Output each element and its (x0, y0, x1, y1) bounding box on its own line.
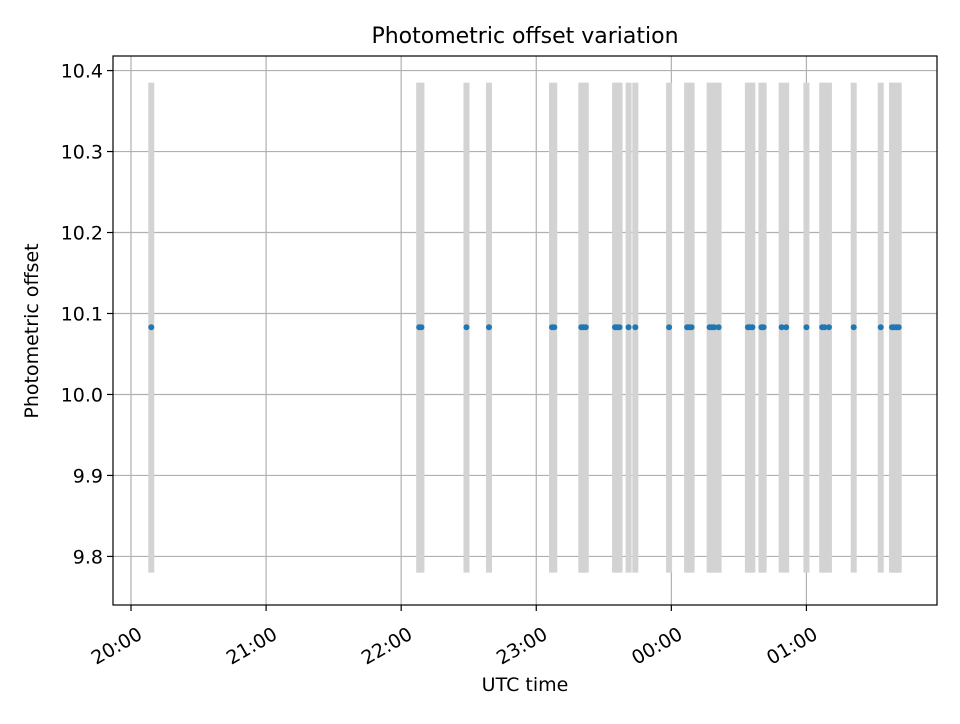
y-tick-label: 10.4 (61, 61, 103, 83)
y-tick-label: 10.2 (61, 223, 103, 245)
data-point (715, 324, 722, 331)
y-tick-label: 9.8 (73, 546, 103, 568)
data-point (148, 324, 155, 331)
grid-layer (113, 56, 937, 605)
data-point (485, 324, 492, 331)
data-point (551, 324, 558, 331)
data-point (895, 324, 902, 331)
point-layer (148, 324, 902, 331)
data-point (711, 324, 718, 331)
x-tick-label: 00:00 (628, 623, 686, 669)
data-point (760, 324, 767, 331)
data-point (688, 324, 695, 331)
x-axis-label: UTC time (482, 674, 569, 696)
data-point (749, 324, 756, 331)
data-point (666, 324, 673, 331)
data-point (821, 324, 828, 331)
data-point (463, 324, 470, 331)
data-point (783, 324, 790, 331)
y-tick-label: 10.1 (61, 303, 103, 325)
x-tick-label: 23:00 (493, 623, 551, 669)
data-point (625, 324, 632, 331)
data-point (825, 324, 832, 331)
chart-title: Photometric offset variation (371, 24, 678, 49)
data-point (877, 324, 884, 331)
y-tick-label: 10.3 (61, 142, 103, 164)
x-tick-label: 01:00 (763, 623, 821, 669)
plot-frame (112, 55, 938, 606)
data-point (778, 324, 785, 331)
x-tick-label: 20:00 (88, 623, 146, 669)
data-point (850, 324, 857, 331)
y-axis-label: Photometric offset (21, 243, 43, 418)
y-tick-label: 10.0 (61, 384, 103, 406)
y-tick-label: 9.9 (73, 465, 103, 487)
data-point (616, 324, 623, 331)
data-point (418, 324, 425, 331)
data-point (582, 324, 589, 331)
data-point (632, 324, 639, 331)
x-tick-label: 21:00 (223, 623, 281, 669)
data-point (803, 324, 810, 331)
x-tick-label: 22:00 (358, 623, 416, 669)
